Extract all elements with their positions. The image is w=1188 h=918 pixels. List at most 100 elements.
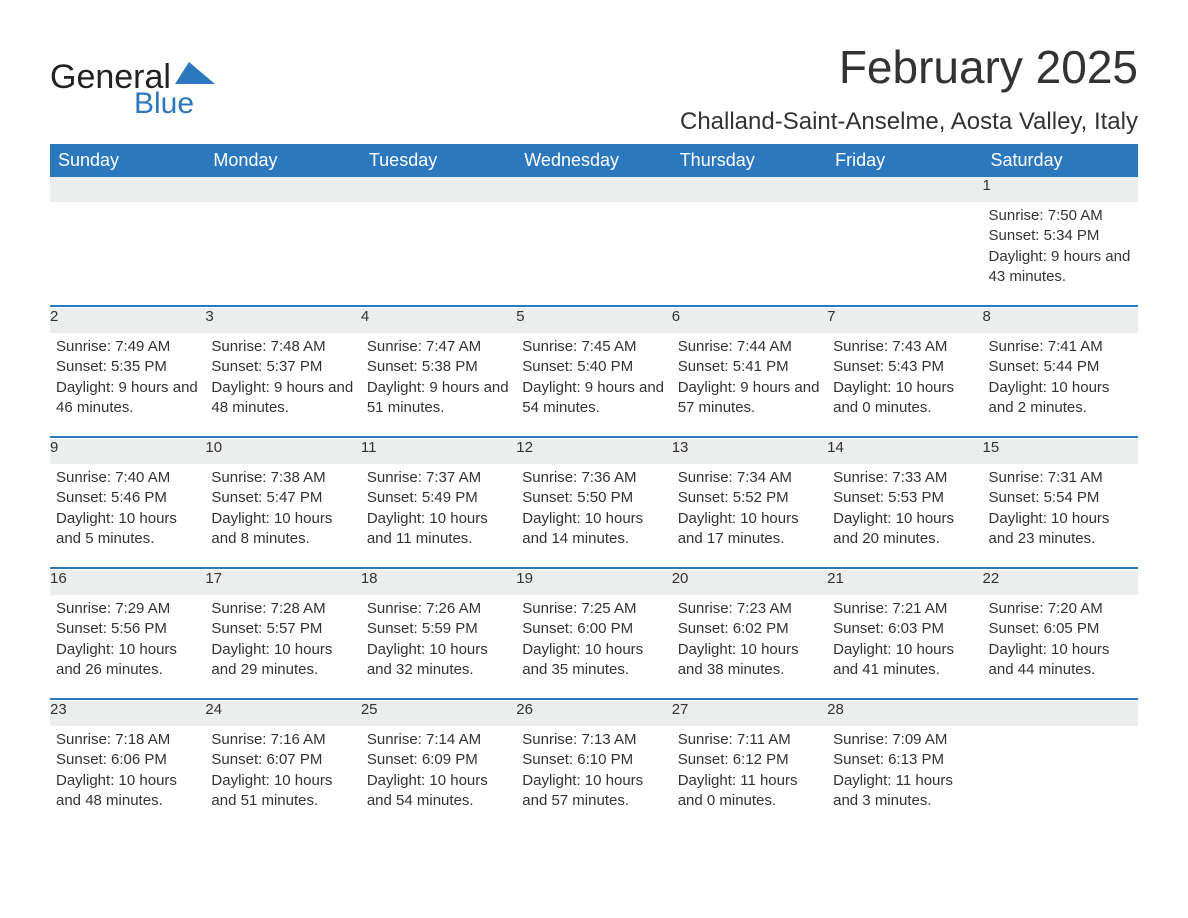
- day-number-cell: [361, 177, 516, 202]
- sunrise-text: Sunrise: 7:38 AM: [211, 468, 354, 488]
- day-number-cell: 23: [50, 701, 205, 726]
- daylight-text: Daylight: 10 hours and 23 minutes.: [989, 509, 1132, 550]
- daylight-text: Daylight: 9 hours and 51 minutes.: [367, 378, 510, 419]
- day-number-cell: [672, 177, 827, 202]
- sunset-text: Sunset: 6:07 PM: [211, 750, 354, 770]
- sunrise-text: Sunrise: 7:37 AM: [367, 468, 510, 488]
- brand-logo: General Blue: [50, 40, 215, 121]
- daylight-text: Daylight: 10 hours and 26 minutes.: [56, 640, 199, 681]
- sunrise-text: Sunrise: 7:16 AM: [211, 730, 354, 750]
- day-cell: Sunrise: 7:23 AMSunset: 6:02 PMDaylight:…: [672, 595, 827, 699]
- day-cell: [516, 202, 671, 306]
- day-cell: Sunrise: 7:41 AMSunset: 5:44 PMDaylight:…: [983, 333, 1138, 437]
- daylight-text: Daylight: 9 hours and 48 minutes.: [211, 378, 354, 419]
- daylight-text: Daylight: 10 hours and 54 minutes.: [367, 771, 510, 812]
- location-subtitle: Challand-Saint-Anselme, Aosta Valley, It…: [680, 108, 1138, 136]
- sunset-text: Sunset: 5:59 PM: [367, 619, 510, 639]
- month-title: February 2025: [680, 40, 1138, 94]
- day-number-row: 2345678: [50, 308, 1138, 333]
- daylight-text: Daylight: 10 hours and 38 minutes.: [678, 640, 821, 681]
- daylight-text: Daylight: 10 hours and 0 minutes.: [833, 378, 976, 419]
- daylight-text: Daylight: 9 hours and 43 minutes.: [989, 247, 1132, 288]
- sunrise-text: Sunrise: 7:25 AM: [522, 599, 665, 619]
- daylight-text: Daylight: 10 hours and 51 minutes.: [211, 771, 354, 812]
- weekday-header: Thursday: [672, 144, 827, 177]
- daylight-text: Daylight: 10 hours and 17 minutes.: [678, 509, 821, 550]
- day-number-cell: 20: [672, 570, 827, 595]
- sunset-text: Sunset: 5:50 PM: [522, 488, 665, 508]
- header: General Blue February 2025 Challand-Sain…: [50, 40, 1138, 136]
- day-cell: Sunrise: 7:14 AMSunset: 6:09 PMDaylight:…: [361, 726, 516, 830]
- sunset-text: Sunset: 5:57 PM: [211, 619, 354, 639]
- sunrise-text: Sunrise: 7:20 AM: [989, 599, 1132, 619]
- day-cell: Sunrise: 7:37 AMSunset: 5:49 PMDaylight:…: [361, 464, 516, 568]
- daylight-text: Daylight: 10 hours and 32 minutes.: [367, 640, 510, 681]
- daylight-text: Daylight: 10 hours and 29 minutes.: [211, 640, 354, 681]
- sunrise-text: Sunrise: 7:11 AM: [678, 730, 821, 750]
- sunset-text: Sunset: 5:53 PM: [833, 488, 976, 508]
- day-cell: [50, 202, 205, 306]
- title-block: February 2025 Challand-Saint-Anselme, Ao…: [680, 40, 1138, 136]
- daylight-text: Daylight: 10 hours and 44 minutes.: [989, 640, 1132, 681]
- day-cell: Sunrise: 7:45 AMSunset: 5:40 PMDaylight:…: [516, 333, 671, 437]
- daylight-text: Daylight: 9 hours and 57 minutes.: [678, 378, 821, 419]
- day-cell: Sunrise: 7:43 AMSunset: 5:43 PMDaylight:…: [827, 333, 982, 437]
- day-number-cell: 8: [983, 308, 1138, 333]
- sunrise-text: Sunrise: 7:23 AM: [678, 599, 821, 619]
- sunrise-text: Sunrise: 7:09 AM: [833, 730, 976, 750]
- weekday-header: Saturday: [983, 144, 1138, 177]
- day-number-row: 9101112131415: [50, 439, 1138, 464]
- calendar-table: Sunday Monday Tuesday Wednesday Thursday…: [50, 144, 1138, 830]
- sunrise-text: Sunrise: 7:44 AM: [678, 337, 821, 357]
- sunrise-text: Sunrise: 7:13 AM: [522, 730, 665, 750]
- day-number-cell: 28: [827, 701, 982, 726]
- daylight-text: Daylight: 10 hours and 5 minutes.: [56, 509, 199, 550]
- day-number-cell: [50, 177, 205, 202]
- daylight-text: Daylight: 10 hours and 8 minutes.: [211, 509, 354, 550]
- daylight-text: Daylight: 10 hours and 35 minutes.: [522, 640, 665, 681]
- sunrise-text: Sunrise: 7:48 AM: [211, 337, 354, 357]
- day-cell: Sunrise: 7:48 AMSunset: 5:37 PMDaylight:…: [205, 333, 360, 437]
- daylight-text: Daylight: 9 hours and 54 minutes.: [522, 378, 665, 419]
- sunrise-text: Sunrise: 7:33 AM: [833, 468, 976, 488]
- day-cell: Sunrise: 7:13 AMSunset: 6:10 PMDaylight:…: [516, 726, 671, 830]
- day-number-cell: 5: [516, 308, 671, 333]
- day-number-cell: 16: [50, 570, 205, 595]
- sunrise-text: Sunrise: 7:34 AM: [678, 468, 821, 488]
- day-content-row: Sunrise: 7:18 AMSunset: 6:06 PMDaylight:…: [50, 726, 1138, 830]
- day-number-cell: 22: [983, 570, 1138, 595]
- day-cell: Sunrise: 7:26 AMSunset: 5:59 PMDaylight:…: [361, 595, 516, 699]
- day-cell: Sunrise: 7:29 AMSunset: 5:56 PMDaylight:…: [50, 595, 205, 699]
- sunset-text: Sunset: 5:44 PM: [989, 357, 1132, 377]
- sunrise-text: Sunrise: 7:41 AM: [989, 337, 1132, 357]
- daylight-text: Daylight: 10 hours and 11 minutes.: [367, 509, 510, 550]
- weekday-header: Monday: [205, 144, 360, 177]
- sunset-text: Sunset: 6:00 PM: [522, 619, 665, 639]
- day-number-cell: 4: [361, 308, 516, 333]
- day-number-cell: [983, 701, 1138, 726]
- sunset-text: Sunset: 6:10 PM: [522, 750, 665, 770]
- day-cell: Sunrise: 7:16 AMSunset: 6:07 PMDaylight:…: [205, 726, 360, 830]
- day-number-cell: 14: [827, 439, 982, 464]
- day-cell: Sunrise: 7:20 AMSunset: 6:05 PMDaylight:…: [983, 595, 1138, 699]
- day-number-row: 16171819202122: [50, 570, 1138, 595]
- sunset-text: Sunset: 5:41 PM: [678, 357, 821, 377]
- weekday-header: Wednesday: [516, 144, 671, 177]
- sunset-text: Sunset: 5:49 PM: [367, 488, 510, 508]
- day-cell: [672, 202, 827, 306]
- sunrise-text: Sunrise: 7:29 AM: [56, 599, 199, 619]
- sunrise-text: Sunrise: 7:18 AM: [56, 730, 199, 750]
- sunset-text: Sunset: 5:35 PM: [56, 357, 199, 377]
- day-cell: Sunrise: 7:09 AMSunset: 6:13 PMDaylight:…: [827, 726, 982, 830]
- day-cell: Sunrise: 7:47 AMSunset: 5:38 PMDaylight:…: [361, 333, 516, 437]
- day-number-cell: 3: [205, 308, 360, 333]
- sunset-text: Sunset: 6:13 PM: [833, 750, 976, 770]
- day-number-cell: 24: [205, 701, 360, 726]
- day-content-row: Sunrise: 7:50 AMSunset: 5:34 PMDaylight:…: [50, 202, 1138, 306]
- day-cell: Sunrise: 7:25 AMSunset: 6:00 PMDaylight:…: [516, 595, 671, 699]
- sunset-text: Sunset: 5:43 PM: [833, 357, 976, 377]
- day-number-cell: 11: [361, 439, 516, 464]
- daylight-text: Daylight: 10 hours and 57 minutes.: [522, 771, 665, 812]
- sunset-text: Sunset: 6:03 PM: [833, 619, 976, 639]
- day-number-cell: 26: [516, 701, 671, 726]
